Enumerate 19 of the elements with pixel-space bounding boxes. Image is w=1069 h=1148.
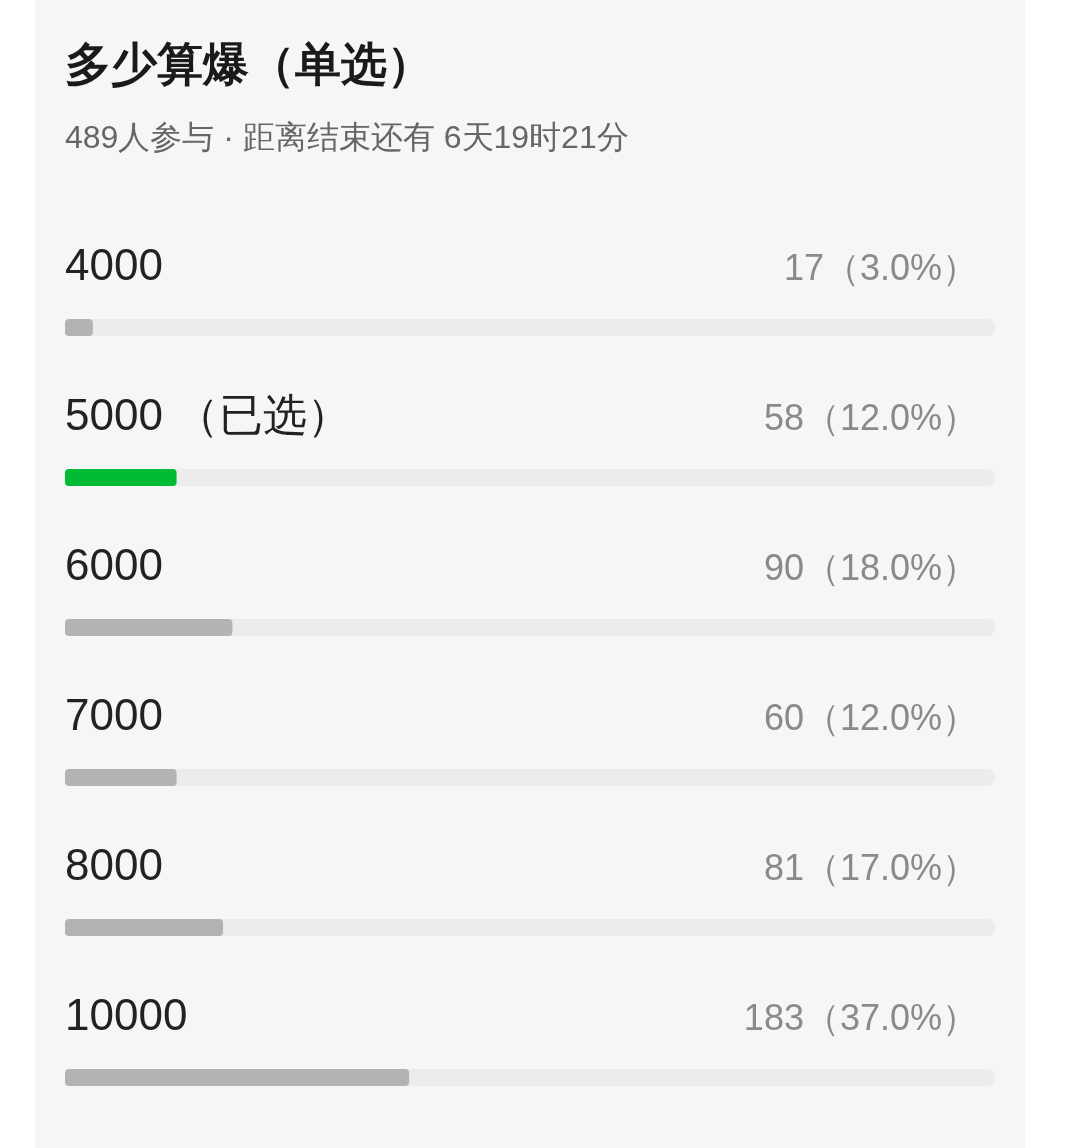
y-tick-label: 4000 <box>65 240 163 289</box>
y-tick-label: 8000 <box>65 840 163 889</box>
data-label: 58（12.0%） <box>763 397 978 438</box>
bar <box>65 619 233 636</box>
data-label: 60（12.0%） <box>763 697 978 738</box>
data-label: 90（18.0%） <box>763 547 978 588</box>
y-tick-label: 7000 <box>65 690 163 739</box>
y-tick-label: 10000 <box>65 990 188 1039</box>
bar <box>65 769 177 786</box>
data-label: 17（3.0%） <box>783 247 978 288</box>
bar <box>65 919 224 936</box>
y-tick-label: 5000 （已选） <box>65 390 352 439</box>
chart-subtitle: 489人参与 · 距离结束还有 6天19时21分 <box>65 119 629 155</box>
chart-title: 多少算爆（单选） <box>65 38 433 90</box>
bar <box>65 319 93 336</box>
y-tick-label: 6000 <box>65 540 163 589</box>
data-label: 183（37.0%） <box>743 997 978 1038</box>
data-label: 81（17.0%） <box>763 847 978 888</box>
bar <box>65 469 177 486</box>
